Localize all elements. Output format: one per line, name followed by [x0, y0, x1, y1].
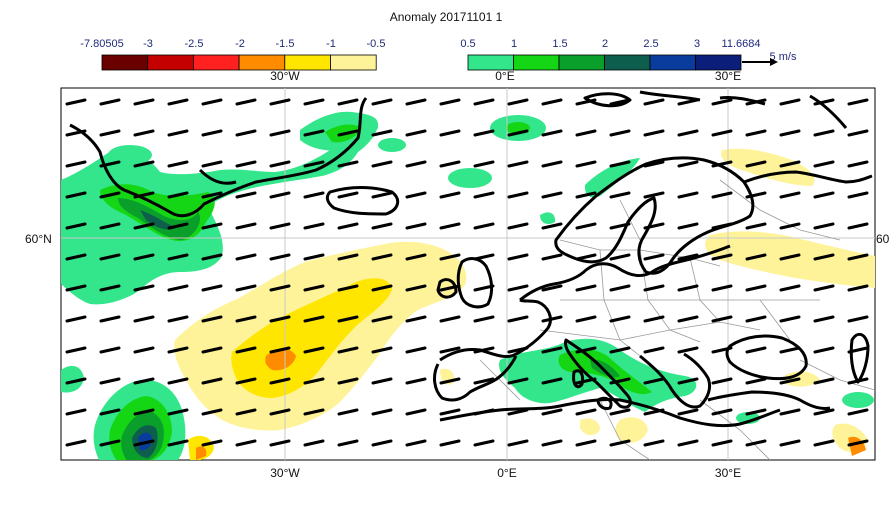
- colorbar-neg-label-6: -0.5: [366, 38, 386, 50]
- colorbar-neg-label-3: -2: [235, 38, 245, 50]
- colorbar-positive-swatch-1: [513, 54, 560, 71]
- colorbar-neg-label-2: -2.5: [184, 38, 204, 50]
- colorbar-neg-label-0: -7.80505: [80, 38, 124, 50]
- colorbar-pos-label-2: 1.5: [552, 38, 568, 50]
- colorbar-negative-swatch-3: [238, 54, 286, 71]
- colorbar-pos-label-0: 0.5: [460, 38, 476, 50]
- colorbar-negative-swatch-0: [101, 54, 149, 71]
- lat-label-left-60n: 60°N: [25, 232, 52, 246]
- plot-title: Anomaly 20171101 1: [389, 10, 503, 24]
- colorbar-pos-label-1: 1: [510, 38, 518, 50]
- colorbar-positive-swatch-3: [604, 54, 651, 71]
- lon-label-top-30e: 30°E: [714, 69, 742, 83]
- colorbar-negative-swatch-1: [147, 54, 194, 71]
- wind-reference-label: 5 m/s: [769, 51, 797, 63]
- lon-label-bottom-30e: 30°E: [714, 466, 742, 480]
- colorbar-negative-swatch-4: [284, 54, 331, 71]
- lon-label-top-30w: 30°W: [270, 69, 300, 83]
- colorbar-neg-label-4: -1.5: [275, 38, 295, 50]
- lon-label-top-0e: 0°E: [495, 69, 515, 83]
- colorbar-pos-label-6: 11.6684: [721, 38, 761, 50]
- wind-vectors: [61, 88, 875, 460]
- colorbar-neg-label-1: -3: [143, 38, 153, 50]
- colorbar-negative-swatch-2: [192, 54, 240, 71]
- map-content: [61, 88, 875, 460]
- colorbar-positive-swatch-5: [695, 54, 742, 71]
- colorbar-positive-swatch-4: [649, 54, 696, 71]
- lon-label-bottom-0e: 0°E: [497, 466, 517, 480]
- colorbar-pos-label-3: 2: [601, 38, 609, 50]
- lon-label-bottom-30w: 30°W: [270, 466, 300, 480]
- colorbar-pos-label-4: 2.5: [643, 38, 659, 50]
- colorbar-negative: [101, 54, 377, 71]
- colorbar-positive-swatch-2: [558, 54, 605, 71]
- colorbar-positive-swatch-0: [467, 54, 514, 71]
- colorbar-neg-label-5: -1: [326, 38, 336, 50]
- colorbar-pos-label-5: 3: [693, 38, 701, 50]
- colorbar-negative-swatch-5: [330, 54, 377, 71]
- lat-label-right-60: 60: [876, 232, 890, 246]
- wind-reference-arrow: [742, 58, 778, 66]
- colorbar-positive: [467, 54, 742, 71]
